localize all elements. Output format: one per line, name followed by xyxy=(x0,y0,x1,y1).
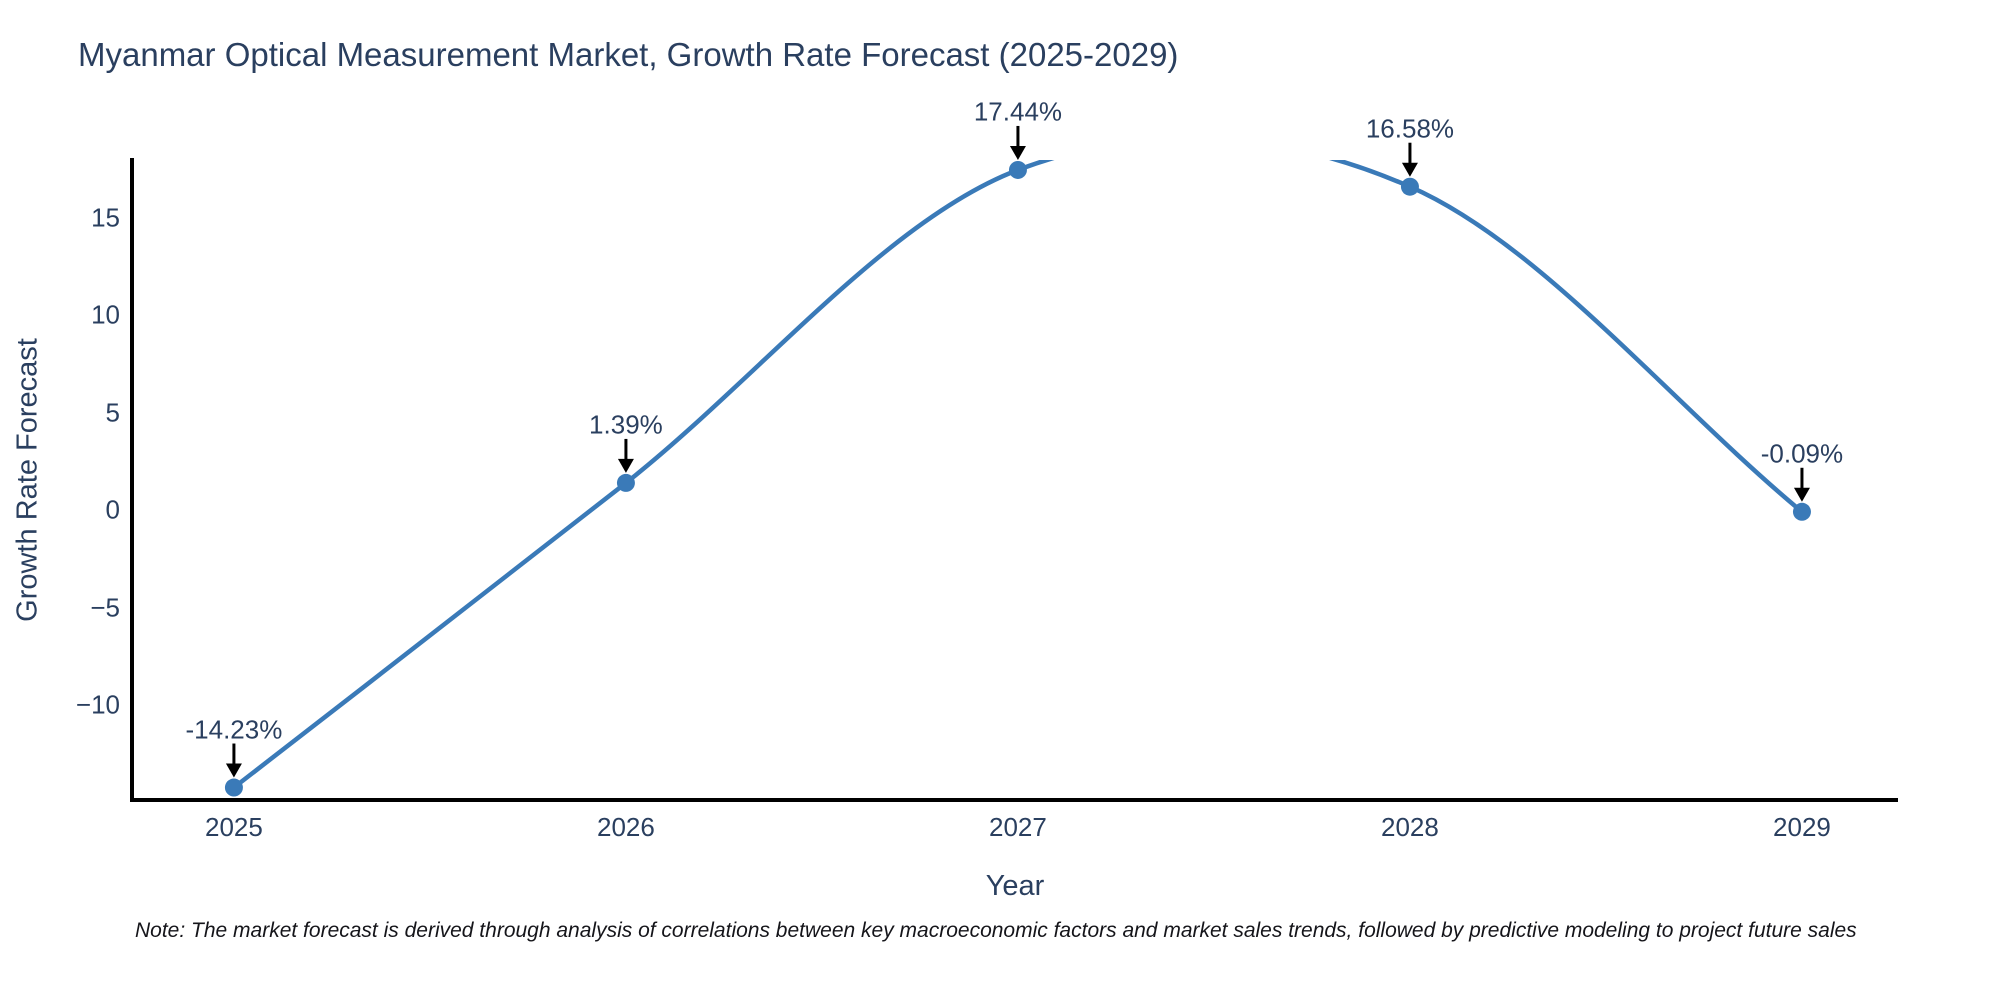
data-point-2027 xyxy=(1008,160,1027,179)
annotation-label-2025: -14.23% xyxy=(185,714,283,745)
x-tick-2025: 2025 xyxy=(205,812,263,842)
annotation-label-2026: 1.39% xyxy=(589,409,663,440)
x-tick-2028: 2028 xyxy=(1381,812,1439,842)
y-axis-title: Growth Rate Forecast xyxy=(11,338,44,622)
y-tick-15: 15 xyxy=(91,202,120,233)
annotation-label-2029: -0.09% xyxy=(1760,438,1844,469)
y-tick--10: −10 xyxy=(75,689,120,720)
x-axis-title: Year xyxy=(985,870,1045,902)
annotation-label-2027: 17.44% xyxy=(973,96,1063,127)
y-tick--5: −5 xyxy=(90,592,120,623)
footnote: Note: The market forecast is derived thr… xyxy=(135,919,1857,942)
annotation-arrow-head-2028 xyxy=(1401,162,1418,177)
forecast-line xyxy=(232,160,1804,790)
x-tick-2029: 2029 xyxy=(1773,812,1831,842)
y-tick-10: 10 xyxy=(91,299,120,330)
annotation-label-2028: 16.58% xyxy=(1365,113,1455,144)
annotation-arrow-head-2025 xyxy=(225,763,242,778)
annotation-arrow-head-2026 xyxy=(617,458,634,473)
chart-title: Myanmar Optical Measurement Market, Grow… xyxy=(78,36,1179,73)
y-tick-0: 0 xyxy=(105,494,120,525)
y-tick-5: 5 xyxy=(105,397,120,428)
annotation-arrow-head-2029 xyxy=(1793,487,1810,502)
annotation-arrow-head-2027 xyxy=(1009,145,1026,160)
data-point-2026 xyxy=(616,473,635,492)
x-tick-2027: 2027 xyxy=(989,812,1047,842)
x-tick-2026: 2026 xyxy=(597,812,655,842)
data-point-2029 xyxy=(1792,502,1811,521)
data-point-2025 xyxy=(224,778,243,797)
data-point-2028 xyxy=(1400,177,1419,196)
